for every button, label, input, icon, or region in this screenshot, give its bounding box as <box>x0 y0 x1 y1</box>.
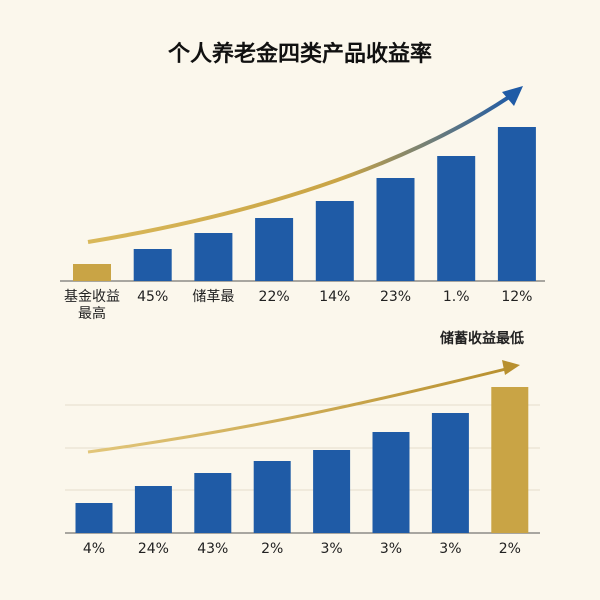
x-tick-label: 45% <box>137 289 169 305</box>
chart-title: 个人养老金四类产品收益率 <box>167 42 432 67</box>
x-tick-label: 1.% <box>442 289 470 305</box>
trend-arrow <box>87 93 514 244</box>
bar <box>75 503 113 533</box>
x-tick-label: 12% <box>501 289 533 305</box>
x-tick-label: 3% <box>379 541 403 557</box>
x-tick-label: 储革最 <box>192 289 235 305</box>
x-tick-label: 24% <box>137 541 169 557</box>
bar <box>313 450 351 533</box>
bar <box>134 486 172 533</box>
x-tick-label: 23% <box>379 289 412 305</box>
bar <box>73 264 111 281</box>
bar <box>315 201 354 281</box>
arrow-head-2 <box>502 360 520 375</box>
x-tick-label: 2% <box>498 541 521 557</box>
x-tick-label: 22% <box>258 289 290 305</box>
bar <box>376 178 415 281</box>
arrow-head <box>502 86 523 106</box>
x-tick-label: 3% <box>439 541 462 557</box>
x-tick-label: 4% <box>82 541 106 557</box>
bar <box>194 233 233 281</box>
bar <box>255 218 294 281</box>
bar <box>431 413 469 533</box>
trend-arrow-2 <box>87 366 511 454</box>
x-tick-label: 14% <box>319 289 351 305</box>
x-tick-label: 3% <box>320 541 343 557</box>
bar <box>497 127 536 281</box>
bar <box>194 473 232 533</box>
annotation: 储蓄收益最低 <box>440 331 524 347</box>
bar <box>437 156 476 281</box>
bar <box>491 387 529 533</box>
bar <box>133 249 172 281</box>
bar <box>253 461 291 533</box>
bar <box>372 432 410 533</box>
x-tick-label: 2% <box>261 541 284 557</box>
x-tick-label: 基金收益最高 <box>64 289 120 322</box>
x-tick-label: 43% <box>197 541 229 557</box>
